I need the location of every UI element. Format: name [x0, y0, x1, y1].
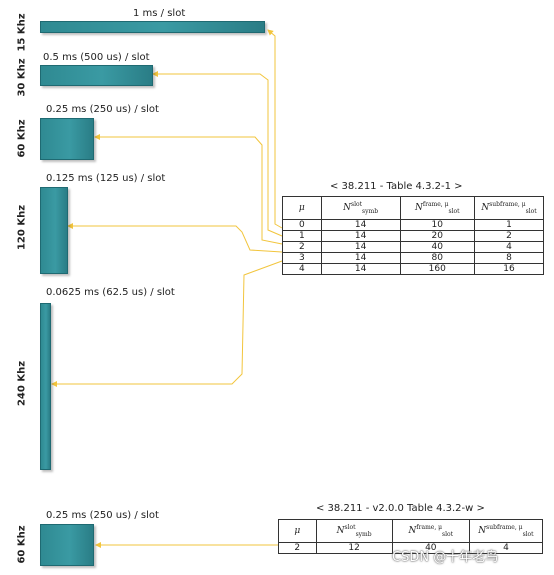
cell: 14 — [320, 263, 401, 275]
arrow-mu1 — [152, 71, 283, 237]
watermark: CSDN @十年老鸟 — [392, 550, 499, 565]
arrow-mu2 — [94, 134, 283, 245]
table-row: 3 14 80 8 — [282, 252, 545, 264]
slot-duration-label: 0.125 ms (125 us) / slot — [46, 173, 166, 184]
table-title: < 38.211 - Table 4.3.2-1 > — [330, 181, 463, 192]
extended-cp-table: μ Nslotsymb Nframe, μslot Nsubframe, μsl… — [278, 519, 544, 554]
slot-bar-30khz — [40, 65, 153, 86]
cell: 40 — [399, 241, 475, 253]
cell: 0 — [282, 219, 322, 231]
cell: 2 — [278, 542, 317, 554]
cell: 14 — [320, 252, 401, 264]
header-slots-per-subframe: Nsubframe, μslot — [468, 519, 544, 543]
cell: 16 — [473, 263, 545, 275]
arrow-mu0 — [267, 29, 283, 229]
cell: 14 — [320, 230, 401, 242]
table-header-row: μ Nslotsymb Nframe, μslot Nsubframe, μsl… — [282, 196, 545, 220]
table-row: 2 14 40 4 — [282, 241, 545, 253]
cell: 20 — [399, 230, 475, 242]
slot-duration-label: 0.25 ms (250 us) / slot — [46, 510, 159, 521]
scs-label: 120 Khz — [16, 204, 28, 251]
numerology-table: μ Nslotsymb Nframe, μslot Nsubframe, μsl… — [282, 196, 545, 275]
slot-duration-label: 1 ms / slot — [133, 8, 186, 19]
table-row: 1 14 20 2 — [282, 230, 545, 242]
slot-bar-60khz-ecp — [40, 524, 94, 566]
cell: 80 — [399, 252, 475, 264]
cell: 1 — [282, 230, 322, 242]
cell: 40 — [391, 542, 470, 554]
scs-label: 240 Khz — [16, 360, 28, 407]
table-title: < 38.211 - v2.0.0 Table 4.3.2-w > — [316, 503, 485, 514]
table-row: 0 14 10 1 — [282, 219, 545, 231]
cell: 2 — [282, 241, 322, 253]
scs-label: 60 Khz — [16, 119, 28, 158]
cell: 10 — [399, 219, 475, 231]
slot-duration-label: 0.0625 ms (62.5 us) / slot — [46, 287, 175, 298]
arrow-mu3 — [67, 223, 283, 253]
slot-bar-15khz — [40, 21, 265, 33]
arrow-mu4 — [51, 260, 283, 387]
cell: 3 — [282, 252, 322, 264]
slot-bar-240khz — [40, 303, 51, 470]
cell: 4 — [282, 263, 322, 275]
table-row: 4 14 160 16 — [282, 263, 545, 275]
slot-duration-label: 0.25 ms (250 us) / slot — [46, 104, 159, 115]
cell: 12 — [315, 542, 393, 554]
table-row: 2 12 40 4 — [278, 542, 544, 554]
header-slots-per-subframe: Nsubframe, μslot — [473, 196, 545, 220]
cell: 14 — [320, 241, 401, 253]
header-slots-per-frame: Nframe, μslot — [399, 196, 475, 220]
cell: 14 — [320, 219, 401, 231]
slot-duration-label: 0.5 ms (500 us) / slot — [43, 52, 150, 63]
header-mu: μ — [278, 519, 317, 543]
cell: 4 — [468, 542, 544, 554]
scs-label: 30 Khz — [16, 58, 28, 97]
cell: 1 — [473, 219, 545, 231]
header-mu: μ — [282, 196, 322, 220]
header-symbols-per-slot: Nslotsymb — [320, 196, 401, 220]
header-slots-per-frame: Nframe, μslot — [391, 519, 470, 543]
scs-label: 60 Khz — [16, 525, 28, 564]
cell: 8 — [473, 252, 545, 264]
cell: 4 — [473, 241, 545, 253]
cell: 2 — [473, 230, 545, 242]
header-symbols-per-slot: Nslotsymb — [315, 519, 393, 543]
slot-bar-60khz — [40, 118, 94, 160]
table-header-row: μ Nslotsymb Nframe, μslot Nsubframe, μsl… — [278, 519, 544, 543]
slot-bar-120khz — [40, 187, 68, 274]
cell: 160 — [399, 263, 475, 275]
